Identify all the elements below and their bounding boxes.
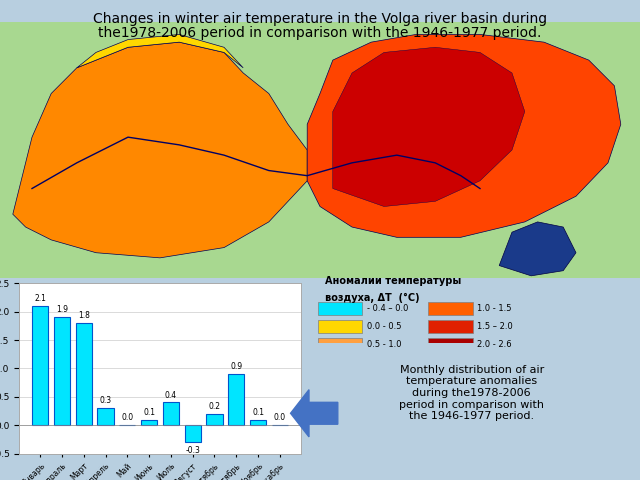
Text: 0.1: 0.1 [143,408,155,417]
Text: 1.9: 1.9 [56,305,68,314]
Text: 2.1: 2.1 [34,294,46,303]
Bar [163,402,179,425]
Bar [428,302,472,315]
Text: 0.0: 0.0 [121,413,133,422]
Text: 0.2: 0.2 [209,402,220,411]
Text: Monthly distribution of air
temperature anomalies
during the1978-2006
period in : Monthly distribution of air temperature … [399,365,544,421]
Bar [206,414,223,425]
Polygon shape [499,222,576,276]
Polygon shape [307,35,621,237]
Bar [184,425,201,442]
Bar [428,338,472,351]
Polygon shape [13,42,307,258]
Text: 0.0: 0.0 [274,413,286,422]
Text: 0.5 - 1.0: 0.5 - 1.0 [367,340,401,349]
Bar [318,302,362,315]
Text: 1.5 – 2.0: 1.5 – 2.0 [477,322,513,331]
Bar [428,320,472,333]
FancyArrow shape [291,390,338,437]
Bar [97,408,114,425]
Bar [318,320,362,333]
Text: 2.0 - 2.6: 2.0 - 2.6 [477,340,511,349]
Text: Changes in winter air temperature in the Volga river basin during: Changes in winter air temperature in the… [93,12,547,26]
Bar [54,317,70,425]
Text: 0.1: 0.1 [252,408,264,417]
Text: - 0.4 – 0.0: - 0.4 – 0.0 [367,304,408,313]
Text: 0.3: 0.3 [99,396,111,405]
Polygon shape [333,47,525,206]
Text: 0.9: 0.9 [230,362,243,371]
Bar [32,306,49,425]
Polygon shape [77,35,243,68]
Text: 0.4: 0.4 [165,391,177,400]
Text: the1978-2006 period in comparison with the 1946-1977 period.: the1978-2006 period in comparison with t… [99,26,541,40]
Text: 1.8: 1.8 [78,311,90,320]
Text: -0.3: -0.3 [185,445,200,455]
Text: воздуха, ΔT  (°C): воздуха, ΔT (°C) [324,293,419,303]
Bar [228,374,244,425]
Bar [141,420,157,425]
Bar [250,420,266,425]
Text: 0.0 - 0.5: 0.0 - 0.5 [367,322,401,331]
Text: Аномалии температуры: Аномалии температуры [324,276,461,286]
Text: 1.0 - 1.5: 1.0 - 1.5 [477,304,511,313]
Bar [318,338,362,351]
Bar [76,323,92,425]
